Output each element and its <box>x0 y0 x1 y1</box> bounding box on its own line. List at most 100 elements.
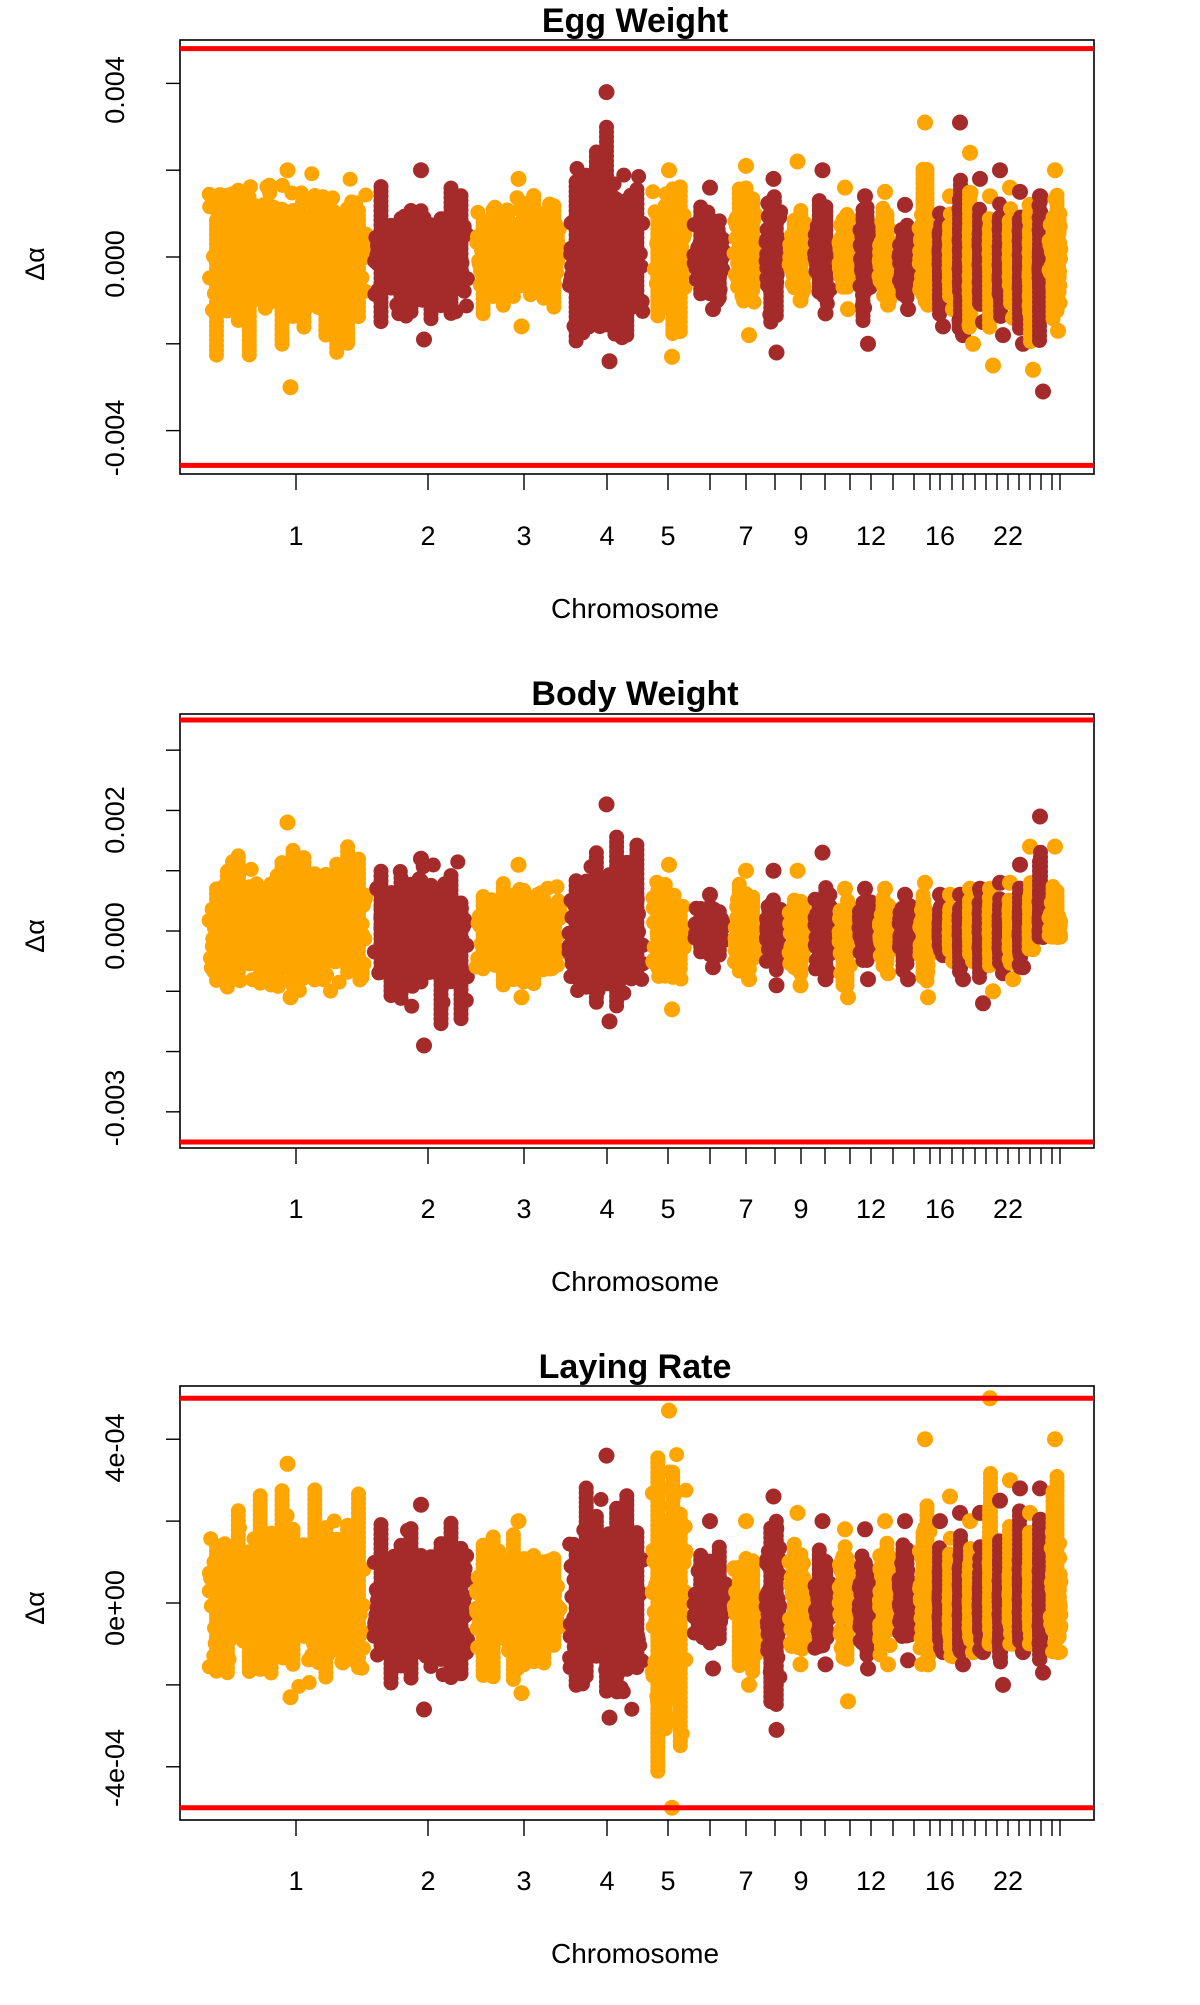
data-point-peak-low <box>880 297 896 313</box>
data-point <box>769 212 784 227</box>
x-tick-label: 1 <box>288 1194 303 1224</box>
data-point-peak-low <box>416 332 432 348</box>
data-point-peak-low <box>1035 384 1051 400</box>
data-point-peak-low <box>965 336 981 352</box>
data-point-peak-low <box>860 336 876 352</box>
data-point-peak-low <box>818 305 834 321</box>
data-point <box>351 852 366 867</box>
data-point <box>629 182 644 197</box>
data-point <box>307 188 322 203</box>
data-point <box>673 179 688 194</box>
x-tick-label: 16 <box>925 521 955 551</box>
data-point-peak-low <box>705 301 721 317</box>
data-point-peak-low <box>1050 323 1066 339</box>
x-axis-label: Chromosome <box>551 1266 719 1297</box>
data-point <box>358 188 373 203</box>
data-point <box>763 194 778 209</box>
data-point <box>450 854 465 869</box>
data-point <box>262 186 277 201</box>
data-point-peak-high <box>1012 184 1028 200</box>
data-point <box>920 162 935 177</box>
chart-title: Egg Weight <box>542 2 728 40</box>
y-tick-label: -0.004 <box>100 400 130 477</box>
y-tick-labels: 0.002 0.000 -0.003 <box>100 786 130 1146</box>
data-point-peak-low <box>840 301 856 317</box>
data-point <box>526 188 541 203</box>
data-point <box>693 200 708 215</box>
data-point <box>202 199 217 214</box>
y-tick-label: 0.004 <box>100 56 130 124</box>
x-tick-label: 2 <box>420 1194 435 1224</box>
data-point-peak-high <box>1032 188 1048 204</box>
data-point-peak-low <box>741 327 757 343</box>
y-tick-label: -0.003 <box>100 1070 130 1147</box>
y-axis-label: Δα <box>20 247 50 281</box>
data-point <box>244 862 259 877</box>
data-point <box>304 166 319 181</box>
data-point-peak-high <box>972 171 988 187</box>
data-point-peak-low <box>283 989 299 1005</box>
data-point <box>296 850 311 865</box>
data-point-peak-high <box>992 162 1008 178</box>
data-point <box>793 203 808 218</box>
data-point <box>546 198 561 213</box>
y-tick-label: 0.000 <box>100 902 130 970</box>
data-point-peak-high <box>1047 162 1063 178</box>
chart-title: Body Weight <box>531 675 738 713</box>
data-point-peak-high <box>952 115 968 131</box>
data-point <box>645 184 660 199</box>
data-point <box>231 848 246 863</box>
data-point <box>712 228 727 243</box>
x-axis-label: Chromosome <box>551 593 719 624</box>
x-tick-label: 4 <box>599 521 614 551</box>
data-point <box>318 202 333 217</box>
data-point <box>840 207 855 222</box>
data-point-peak-low <box>602 353 618 369</box>
data-point-peak-low <box>1025 362 1041 378</box>
x-tick-label: 4 <box>599 1194 614 1224</box>
x-tick-label: 9 <box>793 521 808 551</box>
data-point <box>231 183 246 198</box>
data-point-peak-high <box>413 162 429 178</box>
y-axis-label: Δα <box>20 919 50 953</box>
y-tick-labels: 0.004 0.000 -0.004 <box>100 56 130 476</box>
data-point <box>486 202 501 217</box>
data-point <box>340 839 355 854</box>
data-point-peak-high <box>766 171 782 187</box>
data-point-peak-high <box>661 162 677 178</box>
data-point-peak-high <box>917 115 933 131</box>
data-point-peak-high <box>877 184 893 200</box>
data-point <box>962 185 977 200</box>
data-point-peak-low <box>995 327 1011 343</box>
x-tick-label: 7 <box>738 1194 753 1224</box>
x-tick-label: 5 <box>660 1194 675 1224</box>
data-point <box>631 169 646 184</box>
data-point-peak-high <box>511 171 527 187</box>
x-tick-label: 22 <box>993 521 1023 551</box>
data-point-peak-high <box>702 180 718 196</box>
data-point <box>818 199 833 214</box>
data-point-peak-low <box>900 301 916 317</box>
data-point <box>599 120 614 135</box>
x-tick-label: 12 <box>856 521 886 551</box>
x-tick-label: 2 <box>420 521 435 551</box>
data-point <box>1050 188 1065 203</box>
data-point-peak-high <box>599 84 615 100</box>
data-point-peak-high <box>280 162 296 178</box>
data-point-peak-high <box>897 197 913 213</box>
data-point <box>745 191 760 206</box>
data-point <box>323 984 338 999</box>
x-tick-label: 9 <box>793 1194 808 1224</box>
data-point <box>454 188 469 203</box>
y-tick-label: 0.000 <box>100 230 130 298</box>
x-tick-label: 7 <box>738 521 753 551</box>
x-tick-label: 12 <box>856 1194 886 1224</box>
data-point-peak-high <box>280 815 296 831</box>
data-point-peak-high <box>738 158 754 174</box>
x-tick-label: 3 <box>516 521 531 551</box>
data-point-peak-high <box>962 145 978 161</box>
data-point-peak-low <box>935 318 951 334</box>
data-point-peak-low <box>769 345 785 361</box>
